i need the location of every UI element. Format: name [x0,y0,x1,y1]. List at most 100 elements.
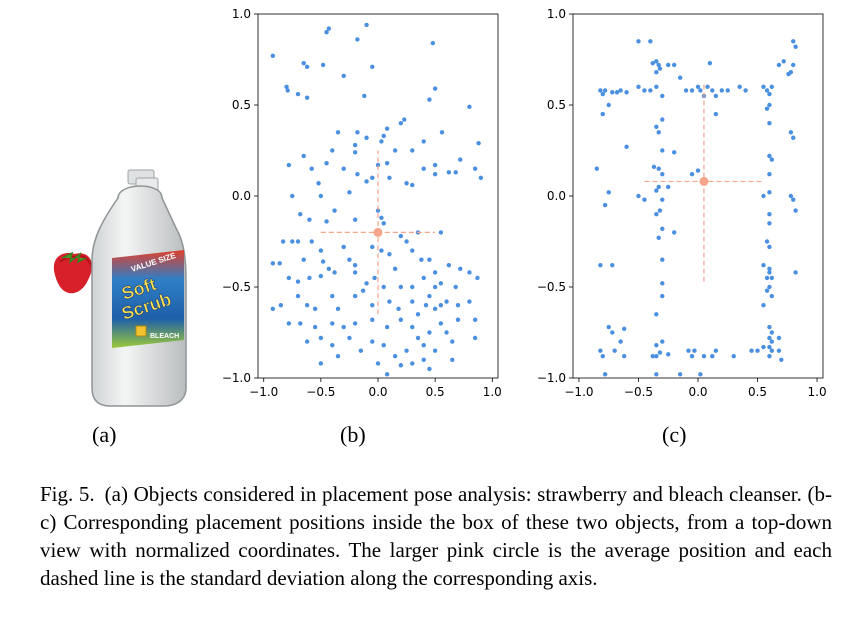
data-point [326,26,332,31]
panel-label-c: (c) [662,422,687,447]
data-point [713,348,719,353]
data-point [660,257,665,262]
data-point [598,262,603,268]
data-point [450,339,455,344]
data-point [295,293,301,299]
data-point [475,275,480,281]
data-point [384,324,390,330]
data-point [660,148,665,153]
data-point [731,353,736,359]
data-point [410,324,415,330]
data-point [415,335,421,341]
data-point [347,190,352,195]
data-point [341,73,346,79]
data-point [320,259,326,264]
data-point [318,361,324,366]
data-point [432,306,438,312]
data-point [614,90,620,95]
data-point [347,335,352,341]
data-point [295,91,301,97]
x-tick-label: −1.0 [249,385,278,399]
data-point [767,153,772,159]
data-point [636,193,641,199]
data-point [769,348,775,353]
data-point [598,348,603,353]
data-point [439,130,445,135]
data-point [290,239,295,244]
data-point [654,124,659,130]
data-point [713,93,719,99]
data-point [737,84,742,90]
data-point [381,133,386,139]
data-point [776,335,782,341]
data-point [360,288,366,293]
data-point [660,226,665,231]
data-point [298,212,303,217]
data-point [419,257,424,262]
data-point [650,353,655,359]
data-point [776,62,782,68]
y-tick-label: −1.0 [222,371,251,385]
data-point [610,90,615,95]
data-point [309,239,314,244]
data-point [636,84,641,90]
data-point [761,344,766,350]
data-point [432,284,438,290]
data-point [404,181,409,186]
data-point [427,97,432,102]
data-point [347,257,352,262]
data-point [686,348,691,353]
data-point [387,175,392,180]
data-point [290,193,295,199]
data-point [725,88,730,93]
data-point [330,148,335,153]
data-point [370,303,375,308]
data-point [277,261,282,266]
data-point [352,262,358,268]
y-tick-label: 0.5 [547,98,566,112]
data-point [624,90,629,95]
data-point [598,88,603,93]
data-point [657,208,663,213]
data-point [312,324,318,330]
data-point [467,299,472,304]
data-point [654,84,659,90]
data-point [392,353,398,359]
data-point [648,88,653,93]
data-point [280,239,286,244]
y-tick-label: 0.0 [547,189,566,203]
data-point [769,157,775,162]
data-point [654,343,659,348]
data-point [358,348,364,353]
data-point [788,193,794,199]
data-point [478,175,484,180]
data-point [713,111,719,117]
data-point [719,88,725,93]
data-point [791,197,796,202]
data-point [398,121,404,126]
data-point [767,171,772,177]
data-point [654,212,659,217]
data-point [301,153,306,159]
data-point [352,293,358,299]
data-point [764,288,770,293]
data-point [427,366,432,372]
data-point [324,161,329,166]
data-point [318,273,324,279]
data-point [381,343,386,348]
data-point [381,221,386,226]
data-point [786,71,791,77]
data-point [660,93,665,99]
data-point [352,217,358,222]
data-point [793,270,798,275]
data-point [612,348,617,353]
data-point [307,275,312,281]
data-point [318,248,324,253]
data-point [355,171,360,177]
data-point [455,303,461,308]
data-point [767,284,772,290]
data-point [304,303,310,308]
data-point [671,62,677,68]
data-point [476,141,481,146]
data-point [410,284,415,290]
